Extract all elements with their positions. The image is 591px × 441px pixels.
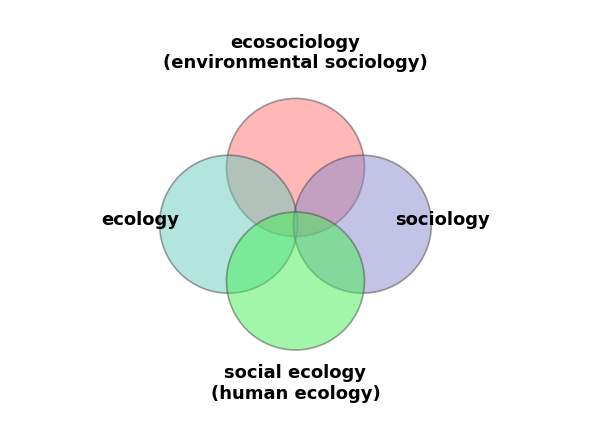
Text: social ecology
(human ecology): social ecology (human ecology) <box>210 364 381 403</box>
Text: ecosociology
(environmental sociology): ecosociology (environmental sociology) <box>163 34 428 72</box>
Text: sociology: sociology <box>395 211 491 229</box>
Circle shape <box>226 98 365 236</box>
Circle shape <box>294 155 431 293</box>
Text: ecology: ecology <box>100 211 178 229</box>
Circle shape <box>226 212 365 350</box>
Circle shape <box>160 155 297 293</box>
